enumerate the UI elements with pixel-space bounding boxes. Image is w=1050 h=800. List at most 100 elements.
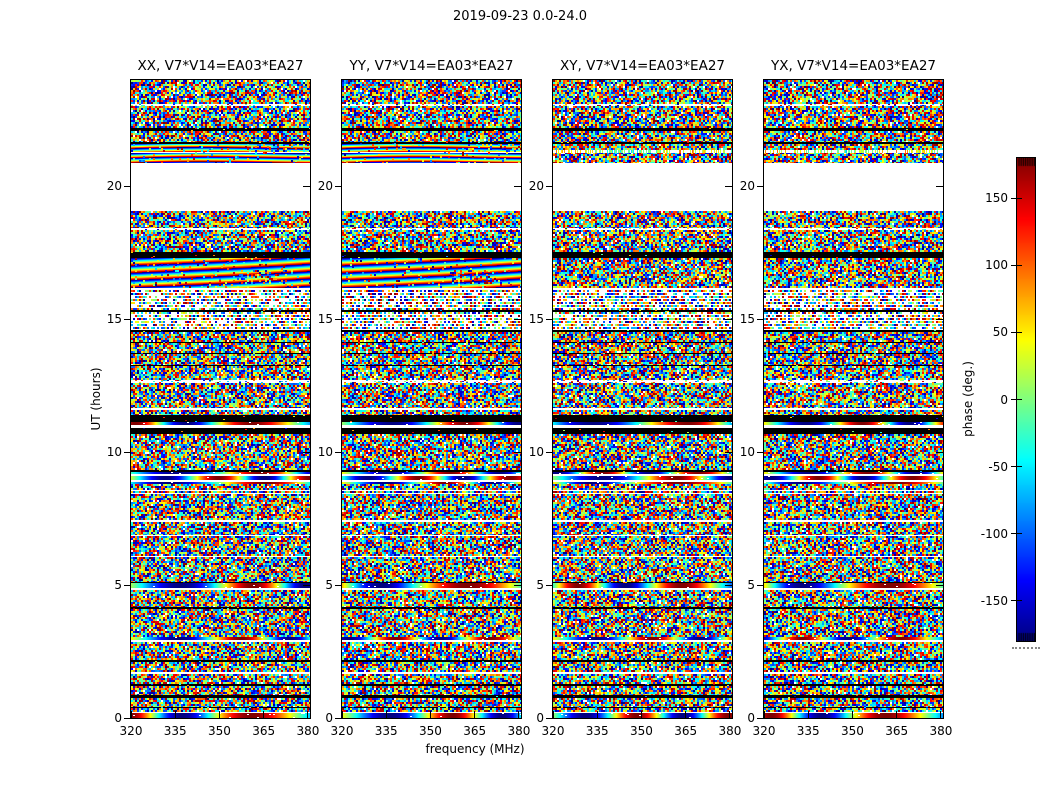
y-tick-label: 0 xyxy=(747,711,755,725)
colorbar-tick-label: 0 xyxy=(1000,392,1008,407)
y-tick-mark xyxy=(546,451,553,453)
x-tick-mark xyxy=(763,711,765,718)
y-tick-mark xyxy=(514,451,521,453)
x-axis-label: frequency (MHz) xyxy=(425,742,525,756)
x-tick-mark xyxy=(851,711,853,718)
y-tick-mark xyxy=(514,717,521,719)
y-tick-label: 15 xyxy=(739,312,755,327)
colorbar-canvas xyxy=(1017,158,1035,641)
x-tick-label: 365 xyxy=(252,724,276,738)
y-tick-label: 20 xyxy=(317,179,333,194)
x-tick-mark xyxy=(807,711,809,718)
y-tick-mark xyxy=(546,318,553,320)
y-tick-mark xyxy=(514,185,521,187)
colorbar-tick-mark xyxy=(1011,533,1022,535)
colorbar-tick-label: -50 xyxy=(988,459,1008,474)
y-tick-mark xyxy=(124,451,131,453)
y-tick-mark xyxy=(546,584,553,586)
x-tick-label: 365 xyxy=(463,724,487,738)
x-tick-label: 335 xyxy=(796,724,820,738)
y-tick-mark xyxy=(757,185,764,187)
heatmap-canvas-yy xyxy=(342,80,521,718)
y-tick-mark xyxy=(303,717,310,719)
y-tick-mark xyxy=(725,318,732,320)
y-tick-label: 20 xyxy=(106,179,122,194)
y-tick-mark xyxy=(303,451,310,453)
x-tick-label: 380 xyxy=(296,724,320,738)
x-tick-mark xyxy=(218,711,220,718)
y-tick-mark xyxy=(936,318,943,320)
colorbar-tick-mark xyxy=(1011,600,1022,602)
x-tick-mark xyxy=(940,711,942,718)
y-tick-label: 10 xyxy=(739,445,755,460)
x-tick-label: 335 xyxy=(374,724,398,738)
y-tick-label: 10 xyxy=(317,445,333,460)
x-tick-mark xyxy=(474,711,476,718)
x-tick-mark xyxy=(385,711,387,718)
y-tick-mark xyxy=(124,185,131,187)
x-tick-mark xyxy=(263,711,265,718)
y-tick-label: 10 xyxy=(528,445,544,460)
x-tick-label: 365 xyxy=(674,724,698,738)
x-tick-mark xyxy=(307,711,309,718)
x-tick-label: 335 xyxy=(163,724,187,738)
panel-title-xx: XX, V7*V14=EA03*EA27 xyxy=(137,58,304,74)
x-tick-label: 350 xyxy=(841,724,864,738)
colorbar-underline-dots xyxy=(1012,647,1040,649)
y-tick-mark xyxy=(303,584,310,586)
y-axis-label: UT (hours) xyxy=(89,367,103,431)
x-tick-label: 350 xyxy=(630,724,653,738)
y-tick-mark xyxy=(936,451,943,453)
x-tick-mark xyxy=(518,711,520,718)
x-tick-mark xyxy=(596,711,598,718)
y-tick-mark xyxy=(335,717,342,719)
y-tick-label: 15 xyxy=(106,312,122,327)
colorbar-tick-mark xyxy=(1011,197,1022,199)
heatmap-panel-xy xyxy=(552,79,733,719)
x-tick-label: 335 xyxy=(585,724,609,738)
colorbar-tick-mark xyxy=(1011,466,1022,468)
colorbar-tick-label: 50 xyxy=(992,325,1008,340)
y-tick-mark xyxy=(335,318,342,320)
x-tick-mark xyxy=(640,711,642,718)
x-tick-label: 320 xyxy=(541,724,565,738)
y-tick-label: 0 xyxy=(325,711,333,725)
y-tick-mark xyxy=(936,717,943,719)
y-tick-mark xyxy=(725,451,732,453)
x-tick-mark xyxy=(896,711,898,718)
panel-title-yx: YX, V7*V14=EA03*EA27 xyxy=(770,58,937,74)
heatmap-panel-yx xyxy=(763,79,944,719)
y-tick-mark xyxy=(725,584,732,586)
y-tick-mark xyxy=(757,584,764,586)
y-tick-label: 20 xyxy=(528,179,544,194)
x-tick-label: 380 xyxy=(718,724,742,738)
y-tick-mark xyxy=(757,717,764,719)
x-tick-label: 320 xyxy=(752,724,776,738)
y-tick-mark xyxy=(546,717,553,719)
x-tick-mark xyxy=(429,711,431,718)
y-tick-mark xyxy=(303,318,310,320)
x-tick-mark xyxy=(130,711,132,718)
y-tick-label: 5 xyxy=(325,578,333,593)
colorbar-tick-mark xyxy=(1011,264,1022,266)
y-tick-label: 5 xyxy=(536,578,544,593)
colorbar-tick-label: -150 xyxy=(980,593,1008,608)
y-tick-label: 15 xyxy=(528,312,544,327)
y-tick-label: 0 xyxy=(114,711,122,725)
y-tick-mark xyxy=(124,318,131,320)
x-tick-label: 380 xyxy=(507,724,531,738)
colorbar-tick-mark xyxy=(1011,331,1022,333)
y-tick-mark xyxy=(725,185,732,187)
y-tick-mark xyxy=(124,584,131,586)
y-tick-label: 5 xyxy=(114,578,122,593)
y-tick-mark xyxy=(546,185,553,187)
x-tick-mark xyxy=(174,711,176,718)
y-tick-label: 20 xyxy=(739,179,755,194)
x-tick-label: 380 xyxy=(929,724,953,738)
y-tick-mark xyxy=(757,451,764,453)
x-tick-label: 350 xyxy=(419,724,442,738)
panel-title-yy: YY, V7*V14=EA03*EA27 xyxy=(349,58,514,74)
y-tick-mark xyxy=(335,185,342,187)
y-tick-mark xyxy=(303,185,310,187)
